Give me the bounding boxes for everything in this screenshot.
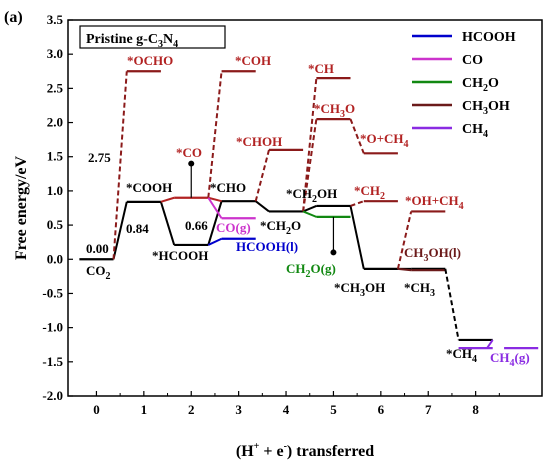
pointer-ch2o-dot <box>330 249 337 256</box>
y-tick-label: 0.0 <box>47 251 63 266</box>
label-cooh: *COOH <box>126 180 172 195</box>
connector <box>302 205 317 213</box>
title-box <box>79 25 226 49</box>
desorption <box>486 339 494 349</box>
label-ch2: *CH2 <box>354 183 385 202</box>
legend-entry: CH3OH <box>462 99 510 117</box>
y-tick-label: 3.5 <box>47 12 64 27</box>
branch <box>396 211 413 270</box>
x-tick-label: 8 <box>472 402 479 417</box>
chart-title: Pristine g-C3N4 <box>86 32 178 50</box>
branch <box>160 196 175 203</box>
connector <box>349 205 365 270</box>
desorption <box>207 237 222 246</box>
y-tick-label: -0.5 <box>42 285 63 300</box>
label-ch: *CH <box>308 61 334 76</box>
label-choh: *CHOH <box>236 134 282 149</box>
label-oh-ch4: *OH+CH4 <box>405 193 464 212</box>
label-ch2o-g: CH2O(g) <box>286 261 336 280</box>
legend-entry: CO <box>462 53 483 68</box>
label-ch2o-star: *CH2O <box>260 218 301 237</box>
y-tick-label: -1.0 <box>42 320 63 335</box>
x-tick-label: 5 <box>330 402 337 417</box>
y-axis-label: Free energy/eV <box>13 156 30 261</box>
branch <box>350 200 365 207</box>
label-co2: CO2 <box>86 263 111 282</box>
desorption <box>302 210 317 218</box>
x-tick-label: 1 <box>141 402 148 417</box>
label-ch3-star: *CH3 <box>404 280 435 299</box>
panel-label: (a) <box>4 9 23 26</box>
x-tick-label: 6 <box>378 402 385 417</box>
branch <box>254 149 270 202</box>
energy-pathways <box>79 70 539 350</box>
legend-entry: CH2O <box>462 76 499 94</box>
x-axis: 0 1 2 3 4 5 6 7 8 <box>93 391 500 417</box>
x-tick-label: 4 <box>283 402 290 417</box>
x-tick-label: 3 <box>235 402 242 417</box>
x-tick-label: 0 <box>93 402 100 417</box>
branch <box>208 196 222 203</box>
label-cho: *CHO <box>210 180 246 195</box>
connector <box>159 201 176 246</box>
legend: HCOOH CO CH2O CH3OH CH4 <box>412 30 516 140</box>
desorption <box>397 267 412 272</box>
label-ch3oh-l: CH3OH(l) <box>404 245 461 264</box>
y-tick-label: 2.0 <box>47 115 63 130</box>
legend-entry: HCOOH <box>462 30 516 45</box>
label-0-00: 0.00 <box>86 241 109 256</box>
connector <box>112 201 128 260</box>
branch <box>207 71 223 198</box>
y-axis: -2.0 -1.5 -1.0 -0.5 0.0 0.5 1.0 1.5 2.0 2.5 3.0 3.5 <box>42 12 73 403</box>
annotations: 0.00 CO2 0.84 2.75 0.66 *OCHO *COH *CH *… <box>86 53 530 369</box>
connector <box>255 200 270 213</box>
desorption <box>207 197 223 219</box>
y-tick-label: 3.0 <box>47 46 63 61</box>
y-tick-label: 1.0 <box>47 183 63 198</box>
connector <box>207 200 223 246</box>
pointer-co-dot <box>188 160 195 167</box>
label-hcooh-star: *HCOOH <box>152 248 208 263</box>
label-ch3o: *CH3O <box>314 101 355 120</box>
label-co-g: CO(g) <box>216 220 251 235</box>
connector <box>444 268 460 341</box>
label-coh: *COH <box>235 53 271 68</box>
y-tick-label: 1.5 <box>47 149 64 164</box>
label-2-75: 2.75 <box>88 150 111 165</box>
legend-entry: CH4 <box>462 122 488 140</box>
y-tick-label: -1.5 <box>42 354 63 369</box>
y-tick-label: -2.0 <box>42 388 63 403</box>
label-ch4-g: CH4(g) <box>490 350 530 369</box>
label-ch4-star: *CH4 <box>446 346 477 365</box>
label-ch3oh-star: *CH3OH <box>334 280 385 299</box>
label-0-66: 0.66 <box>185 218 208 233</box>
x-tick-label: 2 <box>188 402 195 417</box>
label-co-star: *CO <box>176 145 202 160</box>
label-hcooh-l: HCOOH(l) <box>236 239 298 254</box>
plot-frame <box>67 19 543 397</box>
label-ch2oh: *CH2OH <box>286 186 337 205</box>
y-tick-label: 0.5 <box>47 217 64 232</box>
y-tick-label: 2.5 <box>47 80 64 95</box>
branch <box>349 118 365 154</box>
x-tick-label: 7 <box>425 402 432 417</box>
label-ocho: *OCHO <box>127 53 173 68</box>
branch <box>302 78 318 212</box>
x-axis-label: (H+ + e-) transferred <box>236 441 374 460</box>
label-o-ch4: *O+CH4 <box>360 131 409 150</box>
label-0-84: 0.84 <box>126 221 149 236</box>
